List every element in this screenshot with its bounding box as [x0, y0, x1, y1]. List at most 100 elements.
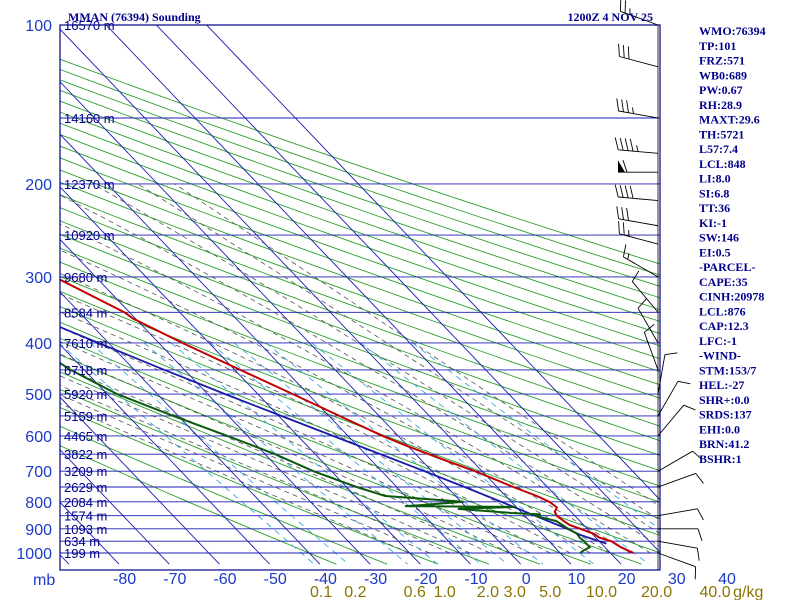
sounding-index-item: EHI:0.0: [699, 422, 740, 436]
plot-frame: [59, 24, 661, 571]
dry-adiabat-line: [60, 445, 337, 565]
pressure-tick-label: 900: [25, 522, 52, 539]
wind-barb-flag: [629, 185, 634, 199]
height-labels: 16570 m 14160 m 12370 m 10920 m 9680 m 8584 m…: [64, 18, 115, 561]
wind-barb: [637, 298, 659, 344]
wind-barb-staff: [620, 10, 659, 26]
dry-adiabat-line: [60, 306, 660, 536]
height-label: 4465 m: [64, 429, 107, 444]
pressure-tick-label: 1000: [16, 546, 52, 563]
temperature-tick-label: -60: [213, 571, 236, 588]
isotherm-line: [60, 28, 572, 565]
sounding-index-item: L57:7.4: [699, 142, 738, 156]
sounding-index-item: BRN:41.2: [699, 437, 749, 451]
isotherm-line: [105, 25, 622, 565]
height-label: 10920 m: [64, 228, 115, 243]
wind-barb-flag: [631, 270, 640, 282]
dry-adiabat-line: [60, 220, 660, 442]
sounding-index-item: LFC:-1: [699, 334, 737, 348]
chart-title: MMAN (76394) Sounding: [68, 10, 201, 24]
temperature-tick-label: -70: [163, 571, 186, 588]
wind-barb-flag: [695, 473, 704, 484]
sounding-index-item: LI:8.0: [699, 172, 731, 186]
dry-adiabat-line: [60, 89, 660, 299]
sounding-index-item: KI:-1: [699, 216, 727, 230]
dry-adiabat-line: [60, 247, 660, 472]
wind-barb-flag: [622, 45, 625, 58]
wind-barb-flag: [624, 185, 629, 199]
wind-barb-flag: [619, 185, 624, 198]
wind-barb: [657, 508, 704, 521]
wind-barb: [631, 270, 659, 313]
height-label: 199 m: [64, 546, 100, 561]
mixing-ratio-line: [60, 343, 315, 565]
wind-barb-staff: [618, 218, 659, 227]
temperature-tick-label: 0: [522, 571, 531, 588]
wind-barb-flag: [697, 528, 703, 541]
mixing-ratio-line: [209, 342, 482, 565]
pressure-tick-label: 200: [25, 177, 52, 194]
temperature-tick-label: -80: [113, 571, 136, 588]
sounding-index-item: -PARCEL-: [699, 260, 755, 274]
temperature-tick-label: -30: [364, 571, 387, 588]
wind-barb-staff: [657, 381, 679, 417]
dry-adiabat-line: [60, 79, 660, 287]
wind-barb-flag: [616, 98, 620, 112]
dry-adiabat-line: [60, 207, 660, 427]
wind-barb: [643, 324, 659, 371]
dry-adiabat-line: [60, 233, 660, 456]
mixing-ratio-line: [143, 342, 409, 565]
mixing-ratio-label: 5.0: [539, 584, 561, 600]
isotherm-line: [60, 449, 170, 565]
wind-barb-flag: [614, 137, 619, 150]
mixing-ratio-lines: [60, 342, 660, 565]
dry-adiabat-line: [60, 354, 591, 565]
dry-adiabat-line: [60, 157, 660, 373]
wind-barb-staff: [657, 552, 696, 568]
sounding-index-item: SI:6.8: [699, 186, 729, 200]
mixing-ratio-axis: 0.1 0.2 0.6 1.0 2.0 3.0 5.0 10.0 20.0 40.0 g/kg: [310, 584, 763, 600]
dry-adiabat-line: [60, 145, 660, 360]
dry-adiabat-line: [60, 261, 660, 487]
isotherm-grid: [60, 25, 660, 565]
wind-barb-flag: [621, 207, 624, 220]
mixing-ratio-label: 2.0: [477, 584, 499, 600]
mixing-ratio-label: 40.0: [700, 584, 731, 600]
height-label: 2084 m: [64, 495, 107, 510]
wind-barb-staff: [619, 56, 659, 68]
dry-adiabat-line: [60, 181, 660, 399]
isotherm-line: [60, 238, 371, 565]
wind-barb: [618, 43, 659, 68]
wind-barb-staff: [657, 472, 696, 488]
isotherm-line: [60, 133, 471, 565]
wind-barb-staff: [657, 540, 698, 549]
dry-adiabat-line: [60, 194, 660, 413]
wind-barb: [616, 98, 659, 119]
height-label: 634 m: [64, 534, 100, 549]
dry-adiabat-line: [60, 68, 660, 276]
mixing-ratio-line: [89, 342, 349, 565]
sounding-profiles: [60, 278, 634, 554]
wind-barb: [657, 352, 678, 395]
sounding-index-item: TP:101: [699, 39, 736, 53]
wind-barb-flag: [627, 46, 630, 60]
wind-barb: [657, 540, 700, 561]
moist-adiabat-line: [60, 341, 531, 554]
sounding-index-item: LCL:848: [699, 157, 746, 171]
temperature-tick-label: -20: [414, 571, 437, 588]
wind-barb-flag: [622, 244, 627, 257]
moist-adiabat-line: [137, 183, 660, 521]
wind-barb: [657, 450, 703, 472]
height-label: 3209 m: [64, 464, 107, 479]
height-label: 8584 m: [64, 305, 107, 320]
sounding-index-item: WMO:76394: [699, 24, 766, 38]
wind-barb: [657, 380, 691, 417]
temperature-tick-label: 20: [618, 571, 636, 588]
dry-adiabat-line: [60, 122, 660, 335]
wind-barb-flag: [677, 380, 691, 385]
isotherm-line: [60, 396, 220, 565]
pressure-tick-label: 600: [25, 429, 52, 446]
height-label: 5159 m: [64, 409, 107, 424]
dry-adiabat-line: [60, 290, 660, 520]
pressure-tick-label: 100: [25, 18, 52, 35]
